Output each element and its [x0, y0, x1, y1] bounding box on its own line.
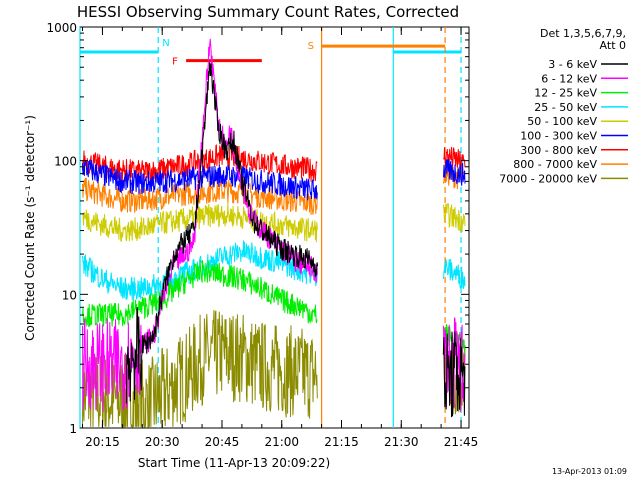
x-tick-label: 20:15 — [85, 435, 120, 449]
plot-area: N S F 20:15 20:30 20:45 21:00 21:15 21:30 21:45 1… — [46, 21, 478, 449]
legend-item-label: 7000 - 20000 keV — [499, 172, 597, 185]
series-line-7 — [82, 162, 466, 216]
x-tick-label: 20:45 — [205, 435, 240, 449]
flare-marker-label: F — [172, 57, 178, 68]
legend-item-label: 6 - 12 keV — [541, 72, 597, 85]
x-tick-label: 21:30 — [384, 435, 419, 449]
legend-item-label: 100 - 300 keV — [520, 130, 597, 143]
y-axis-label: Corrected Count Rate (s⁻¹ detector⁻¹) — [23, 115, 37, 341]
series-line-3 — [82, 240, 466, 301]
legend-item-label: 3 - 6 keV — [548, 58, 597, 71]
x-tick-label: 21:15 — [324, 435, 359, 449]
series-layer — [82, 38, 466, 428]
legend-item-label: 300 - 800 keV — [520, 144, 597, 157]
night-marker-label: N — [162, 38, 169, 49]
series-line-4 — [82, 202, 466, 243]
legend-item-label: 800 - 7000 keV — [513, 158, 597, 171]
legend-item-label: 50 - 100 keV — [527, 115, 597, 128]
axis-ticks: 20:15 20:30 20:45 21:00 21:15 21:30 21:45 1 10 10… — [46, 21, 478, 449]
y-tick-label: 100 — [54, 155, 77, 169]
series-line-0 — [125, 62, 466, 418]
legend-item-label: 12 - 25 keV — [534, 87, 597, 100]
y-tick-label: 1000 — [46, 21, 77, 35]
x-tick-label: 21:00 — [264, 435, 299, 449]
saa-marker-label: S — [308, 41, 314, 52]
legend-item-label: 25 - 50 keV — [534, 101, 597, 114]
x-tick-label: 20:30 — [145, 435, 180, 449]
generated-timestamp: 13-Apr-2013 01:09 — [552, 467, 627, 476]
x-tick-label: 21:45 — [444, 435, 479, 449]
legend-title-line-2: Att 0 — [600, 39, 626, 52]
y-tick-label: 1 — [69, 422, 77, 436]
series-line-5 — [82, 159, 466, 201]
y-tick-label: 10 — [62, 288, 77, 302]
legend-title-line-1: Det 1,3,5,6,7,9, — [540, 27, 626, 40]
chart-title: HESSI Observing Summary Count Rates, Cor… — [77, 3, 459, 21]
x-axis-label: Start Time (11-Apr-13 20:09:22) — [138, 456, 330, 470]
